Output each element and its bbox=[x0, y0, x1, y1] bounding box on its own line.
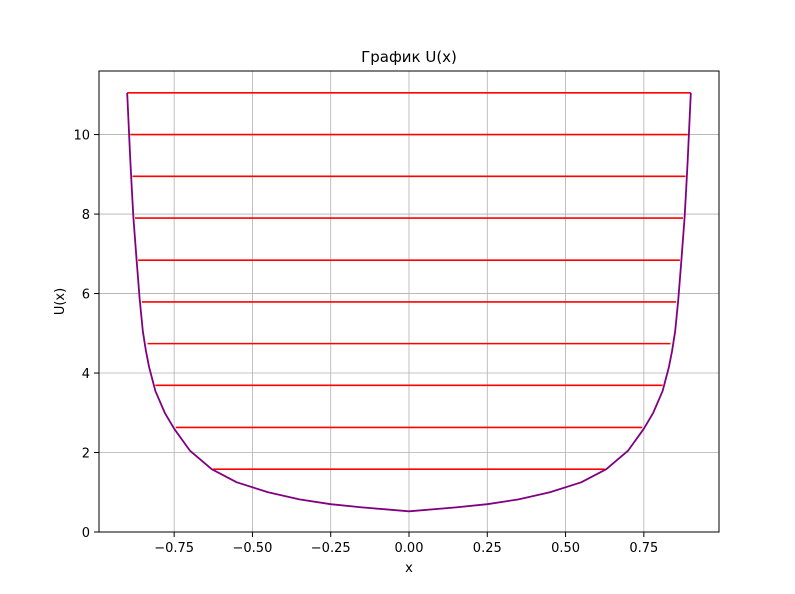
tick-layer: −0.75 −0.50 −0.25 0.00 0.25 0.50 0.75 0 2 4 6 8 10 bbox=[73, 129, 658, 556]
x-tick-label: −0.75 bbox=[154, 541, 194, 556]
chart-title: График U(x) bbox=[361, 48, 457, 66]
y-axis-label: U(x) bbox=[53, 288, 68, 315]
y-tick-label: 10 bbox=[73, 129, 90, 144]
x-tick-label: −0.25 bbox=[311, 541, 351, 556]
potential-curve bbox=[126, 92, 692, 513]
y-tick-label: 8 bbox=[82, 208, 90, 223]
data-layer bbox=[126, 92, 692, 513]
x-axis-label: x bbox=[405, 561, 413, 576]
y-tick-label: 6 bbox=[82, 288, 90, 303]
y-tick-label: 4 bbox=[82, 367, 90, 382]
x-tick-label: 0.25 bbox=[473, 541, 502, 556]
x-tick-label: 0.00 bbox=[395, 541, 424, 556]
y-tick-label: 2 bbox=[82, 447, 90, 462]
x-tick-label: 0.75 bbox=[629, 541, 658, 556]
x-tick-label: −0.50 bbox=[233, 541, 273, 556]
y-tick-label: 0 bbox=[82, 526, 90, 541]
x-tick-label: 0.50 bbox=[551, 541, 580, 556]
